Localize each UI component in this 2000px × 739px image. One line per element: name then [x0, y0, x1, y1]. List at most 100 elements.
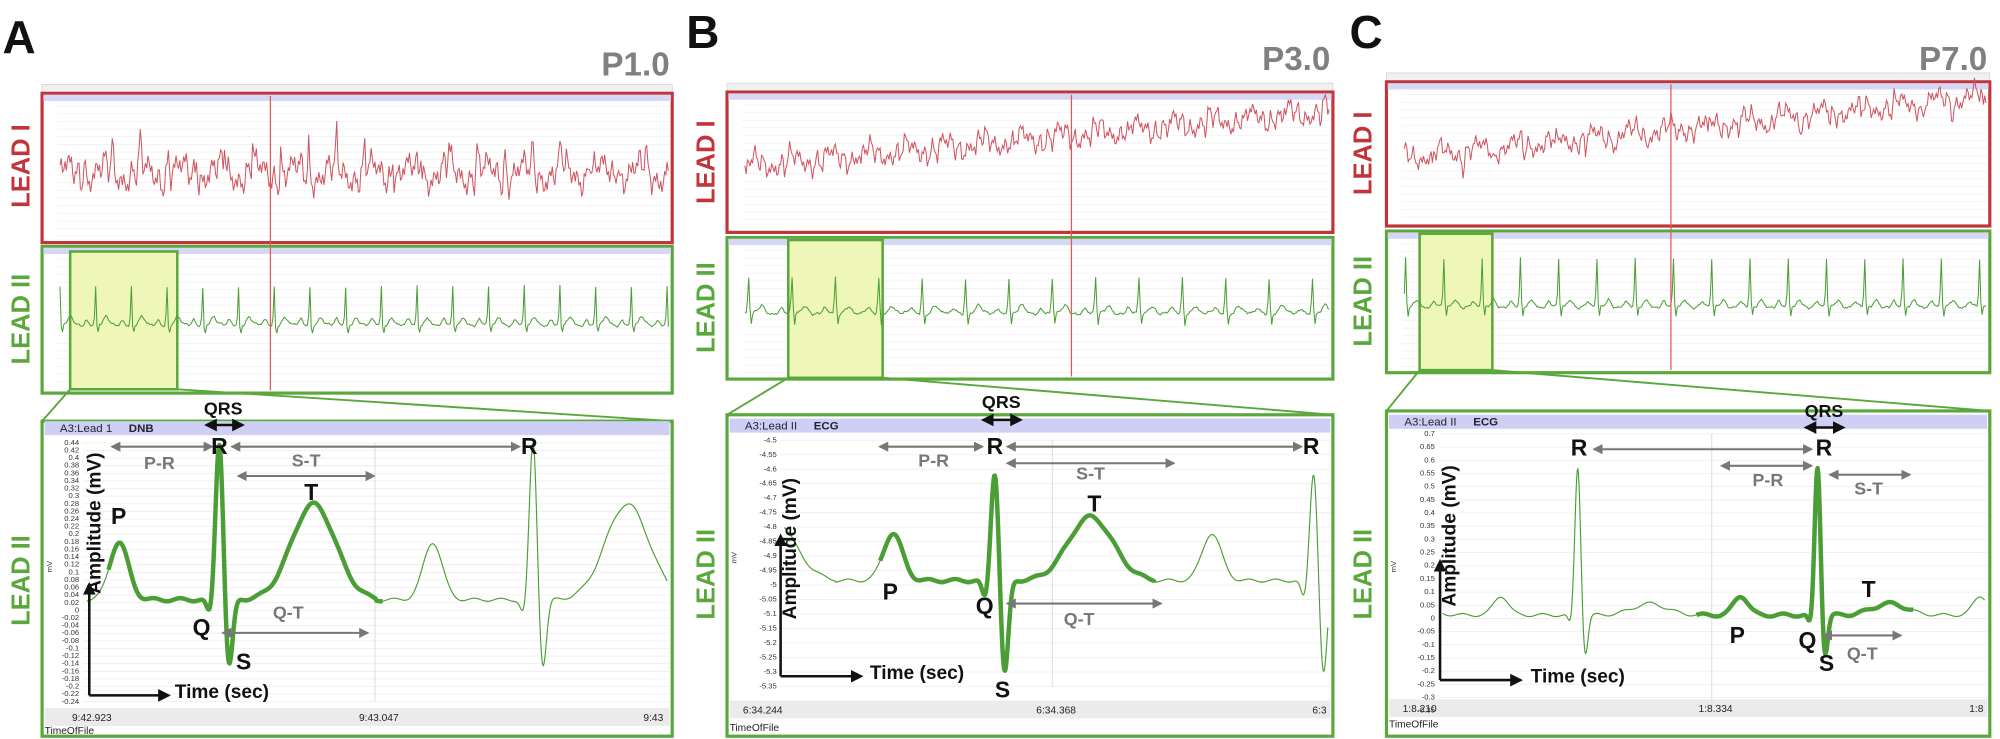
y-tick-label: 0.24 [64, 514, 80, 523]
y-tick-label: -0.3 [1422, 693, 1435, 702]
y-tick-label: -5.3 [764, 667, 777, 676]
y-axis-title: Amplitude (mV) [85, 453, 106, 594]
y-tick-label: -0.02 [62, 613, 79, 622]
y-tick-label: -0.18 [62, 674, 79, 683]
y-tick-label: -5.25 [759, 653, 776, 662]
annotation: S [995, 677, 1010, 703]
y-tick-label: -4.75 [759, 508, 776, 517]
annotation: T [304, 479, 318, 505]
zoom-connector [1385, 369, 1421, 412]
y-tick-label: 0 [75, 605, 79, 614]
x-tick-label: 9:42.923 [72, 713, 112, 724]
y-tick-label: 0.34 [64, 476, 80, 485]
y-tick-label: -0.08 [62, 636, 79, 645]
annotation: Q-T [1847, 643, 1878, 663]
y-tick-label: 0.05 [1420, 600, 1435, 609]
x-tick-label: 9:43.047 [359, 713, 399, 724]
x-tick-label: 9:43 [643, 713, 663, 724]
y-tick-label: 0.12 [64, 560, 79, 569]
annotation: S-T [292, 451, 321, 471]
x-tick-label: 1:8.210 [1403, 704, 1437, 715]
x-tick-label: 1:8 [1969, 704, 1983, 715]
x-axis-bar [1389, 699, 1988, 718]
annotation: S [236, 649, 251, 675]
toolbar [726, 82, 1334, 92]
channel-strip [728, 238, 1332, 246]
zoom-connector [882, 376, 1333, 416]
y-axis-title: Amplitude (mV) [1439, 465, 1460, 606]
x-axis-title: Time (sec) [175, 682, 269, 703]
y-tick-label: 0.42 [64, 445, 79, 454]
annotation: Q-T [1064, 609, 1095, 629]
y-tick-label: 0.5 [1424, 482, 1435, 491]
zoom-connector [726, 376, 789, 416]
annotation: Q-T [273, 602, 304, 622]
annotation: R [1816, 434, 1833, 460]
condition-label: P7.0 [1919, 41, 1987, 78]
x-tick-label: 6:34.244 [743, 705, 783, 716]
condition-label: P3.0 [1262, 41, 1330, 78]
annotation: R [1303, 433, 1320, 459]
y-tick-label: -0.25 [1418, 679, 1435, 688]
x-tick-label: 1:8.334 [1699, 704, 1733, 715]
y-tick-label: 0.38 [64, 461, 79, 470]
ecg-trace [744, 276, 1330, 326]
y-tick-label: -5.2 [764, 638, 777, 647]
highlighted-beat [1694, 465, 1915, 656]
y-axis-title: Amplitude (mV) [780, 478, 801, 619]
y-unit: mV [45, 560, 54, 572]
channel-strip [43, 94, 671, 102]
x-axis-title: Time (sec) [870, 663, 964, 684]
lead-i-box [725, 90, 1335, 234]
lead-label: LEAD II [8, 535, 36, 626]
annotation: P-R [918, 451, 949, 471]
toolbar [1386, 72, 1991, 81]
y-tick-label: -0.35 [1418, 706, 1435, 715]
y-tick-label: 0.25 [1420, 548, 1435, 557]
y-tick-label: 0 [1431, 613, 1435, 622]
y-tick-label: -5.35 [759, 681, 776, 690]
y-tick-label: 0.45 [1420, 495, 1435, 504]
y-tick-label: -4.6 [764, 464, 777, 473]
y-tick-label: -0.04 [62, 621, 80, 630]
annotation: QRS [1805, 401, 1844, 421]
signal-name: ECG [814, 420, 839, 432]
y-tick-label: 0.3 [68, 491, 79, 500]
highlighted-beat [878, 473, 1157, 673]
y-tick-label: 0.4 [1424, 508, 1435, 517]
y-tick-label: -0.2 [66, 682, 79, 691]
y-tick-label: -4.7 [764, 493, 777, 502]
y-tick-label: -0.22 [62, 689, 79, 698]
y-tick-label: 0.6 [1424, 455, 1435, 464]
y-tick-label: -0.2 [1422, 666, 1435, 675]
ecg-trace [1403, 77, 1987, 179]
x-tick-label: 6:3 [1312, 705, 1326, 716]
zoom-connector [177, 388, 673, 423]
zoom-header [729, 418, 1331, 433]
ecg-trace [59, 285, 669, 334]
y-tick-label: -5.1 [764, 609, 777, 618]
highlight [1418, 232, 1494, 372]
annotation: S [1819, 650, 1834, 676]
y-tick-label: 0.7 [1424, 429, 1435, 438]
y-tick-label: -5.05 [759, 595, 776, 604]
y-tick-label: 0.65 [1420, 442, 1435, 451]
y-tick-label: 0.16 [64, 544, 79, 553]
zoom-connector [1492, 369, 1990, 412]
annotation: Q [193, 614, 211, 640]
annotation: R [1571, 434, 1588, 460]
y-tick-label: 0.32 [64, 484, 79, 493]
lead-label: LEAD I [8, 124, 36, 208]
zoom-box [40, 419, 674, 738]
ecg-trace [1403, 257, 1987, 317]
y-tick-label: -0.15 [1418, 653, 1435, 662]
y-tick-label: 0.44 [64, 438, 80, 447]
signal-name: ECG [1473, 416, 1498, 428]
y-tick-label: 0.35 [1420, 521, 1435, 530]
lead-label: LEAD I [693, 120, 721, 204]
y-tick-label: 0.26 [64, 506, 79, 515]
lead-i-box [40, 91, 674, 245]
lead-label: LEAD II [693, 529, 721, 620]
channel-strip [1387, 232, 1989, 239]
channel-name: A3:Lead II [1404, 416, 1456, 428]
